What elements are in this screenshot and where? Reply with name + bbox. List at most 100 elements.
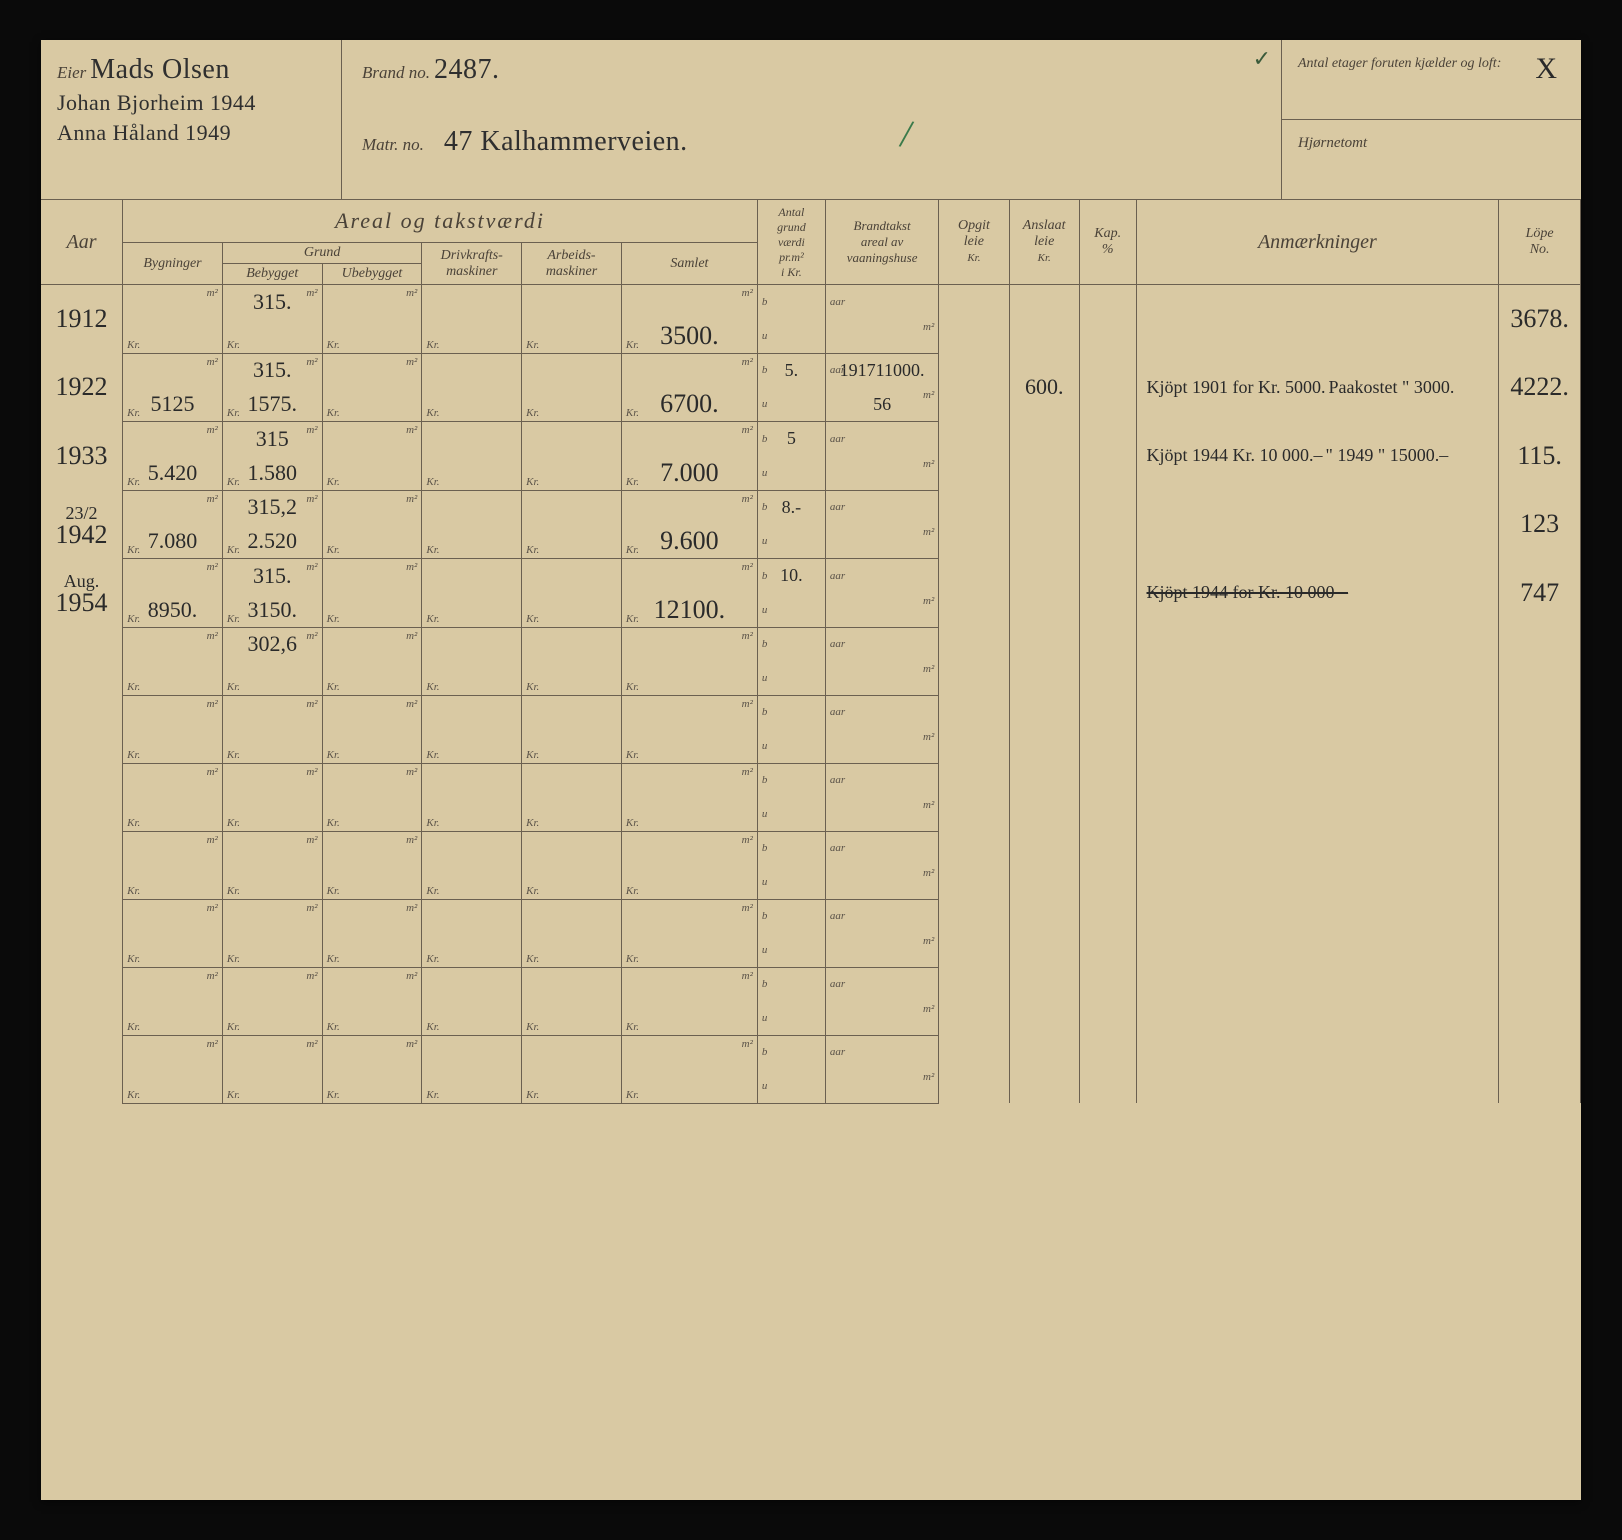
cell-ans: [1009, 490, 1079, 559]
cell-beb-top: 315,2m²: [222, 490, 322, 524]
cell-ube-top: m²: [322, 490, 422, 524]
cell-beb-bot: Kr.1575.: [222, 387, 322, 422]
cell-brt-top: aar: [825, 422, 938, 456]
cell-beb-top: 315.m²: [222, 285, 322, 319]
cell-ube-bot: Kr.: [322, 1069, 422, 1103]
cell-brt-top: aar: [825, 559, 938, 593]
table-row: m² m² m² m² b aar: [41, 899, 1581, 933]
cell-drv-bot: Kr.: [422, 456, 522, 491]
col-areal: Areal og takstværdi: [123, 200, 758, 243]
cell-ant-b: b: [757, 967, 825, 1001]
cell-arb-bot: Kr.: [522, 524, 622, 559]
cell-arb-bot: Kr.: [522, 456, 622, 491]
cell-arb-top: [522, 695, 622, 729]
hjornetomt-label: Hjørnetomt: [1298, 135, 1367, 151]
cell-brt-bot: m²: [825, 661, 938, 695]
cell-aar: [41, 967, 123, 1035]
eier-value-2: Johan Bjorheim 1944: [57, 90, 256, 115]
cell-byg-top: m²: [123, 559, 223, 593]
cell-opg: [939, 559, 1009, 628]
cell-lope: [1499, 831, 1581, 899]
cell-beb-bot: Kr.2.520: [222, 524, 322, 559]
cell-arb-bot: Kr.: [522, 1001, 622, 1035]
cell-sam-bot: Kr.9.600: [621, 524, 757, 559]
cell-byg-bot: Kr.: [123, 797, 223, 831]
cell-ant-b: b: [757, 1035, 825, 1069]
cell-ans: [1009, 1035, 1079, 1103]
cell-drv-bot: Kr.: [422, 865, 522, 899]
cell-sam-bot: Kr.: [621, 729, 757, 763]
cell-beb-bot: Kr.: [222, 865, 322, 899]
cell-drv-bot: Kr.: [422, 387, 522, 422]
cell-lope: [1499, 763, 1581, 831]
cell-ant-u: u: [757, 456, 825, 491]
antal-etager-label: Antal etager foruten kjælder og loft:: [1298, 56, 1501, 71]
col-bebygget: Bebygget: [222, 264, 322, 285]
col-arbeids: Arbeids- maskiner: [522, 243, 622, 285]
table-row: 1922 m² 315.m² m² m² b5. aar191711000. 6…: [41, 353, 1581, 387]
cell-lope: [1499, 1035, 1581, 1103]
col-antal-grund: Antal grund værdi pr.m² i Kr.: [757, 200, 825, 285]
cell-aar: [41, 831, 123, 899]
cell-opg: [939, 695, 1009, 763]
header: Eier Mads Olsen Johan Bjorheim 1944 Anna…: [41, 40, 1581, 200]
cell-beb-bot: Kr.: [222, 661, 322, 695]
cell-kap: [1079, 1035, 1136, 1103]
cell-brt-top: aar: [825, 1035, 938, 1069]
cell-arb-top: [522, 627, 622, 661]
cell-beb-bot: Kr.1.580: [222, 456, 322, 491]
cell-byg-top: m²: [123, 967, 223, 1001]
cell-ant-u: u: [757, 593, 825, 628]
cell-brt-top: aar: [825, 490, 938, 524]
cell-ans: [1009, 967, 1079, 1035]
ledger-card: ✓ / Eier Mads Olsen Johan Bjorheim 1944 …: [41, 40, 1581, 1500]
cell-ube-top: m²: [322, 627, 422, 661]
col-kap: Kap. %: [1079, 200, 1136, 285]
cell-anm: Kjöpt 1944 Kr. 10 000.– " 1949 " 15000.–: [1136, 422, 1499, 491]
col-brandtakst: Brandtakst areal av vaaningshuse: [825, 200, 938, 285]
cell-beb-top: m²: [222, 899, 322, 933]
cell-brt-top: aar: [825, 831, 938, 865]
cell-ant-u: u: [757, 661, 825, 695]
cell-byg-bot: Kr.: [123, 319, 223, 354]
cell-ant-u: u: [757, 387, 825, 422]
cell-beb-bot: Kr.: [222, 319, 322, 354]
cell-brt-bot: m²: [825, 797, 938, 831]
cell-opg: [939, 1035, 1009, 1103]
cell-drv-bot: Kr.: [422, 524, 522, 559]
cell-anm: [1136, 831, 1499, 899]
matr-label: Matr. no.: [362, 135, 424, 154]
cell-beb-top: 315.m²: [222, 559, 322, 593]
cell-sam-top: m²: [621, 967, 757, 1001]
cell-drv-bot: Kr.: [422, 797, 522, 831]
cell-anm: [1136, 763, 1499, 831]
cell-ant-b: b: [757, 899, 825, 933]
cell-anm: [1136, 967, 1499, 1035]
cell-drv-top: [422, 967, 522, 1001]
cell-aar: [41, 899, 123, 967]
cell-brt-top: aar191711000.: [825, 353, 938, 387]
cell-anm: [1136, 285, 1499, 354]
cell-opg: [939, 899, 1009, 967]
cell-byg-bot: Kr.8950.: [123, 593, 223, 628]
cell-sam-top: m²: [621, 695, 757, 729]
cell-sam-top: m²: [621, 1035, 757, 1069]
cell-arb-top: [522, 285, 622, 319]
cell-ant-u: u: [757, 524, 825, 559]
cell-byg-top: m²: [123, 422, 223, 456]
cell-arb-bot: Kr.: [522, 319, 622, 354]
cell-sam-bot: Kr.6700.: [621, 387, 757, 422]
brand-label: Brand no.: [362, 63, 430, 82]
cell-ant-b: b5: [757, 422, 825, 456]
table-row: m² m² m² m² b aar: [41, 763, 1581, 797]
cell-kap: [1079, 695, 1136, 763]
cell-ans: [1009, 763, 1079, 831]
cell-beb-top: 315.m²: [222, 353, 322, 387]
cell-beb-top: 302,6m²: [222, 627, 322, 661]
cell-byg-bot: Kr.: [123, 1001, 223, 1035]
cell-opg: [939, 353, 1009, 422]
header-right: Antal etager foruten kjælder og loft: X …: [1281, 40, 1581, 199]
cell-ube-top: m²: [322, 967, 422, 1001]
cell-beb-top: 315m²: [222, 422, 322, 456]
table-row: m² m² m² m² b aar: [41, 831, 1581, 865]
